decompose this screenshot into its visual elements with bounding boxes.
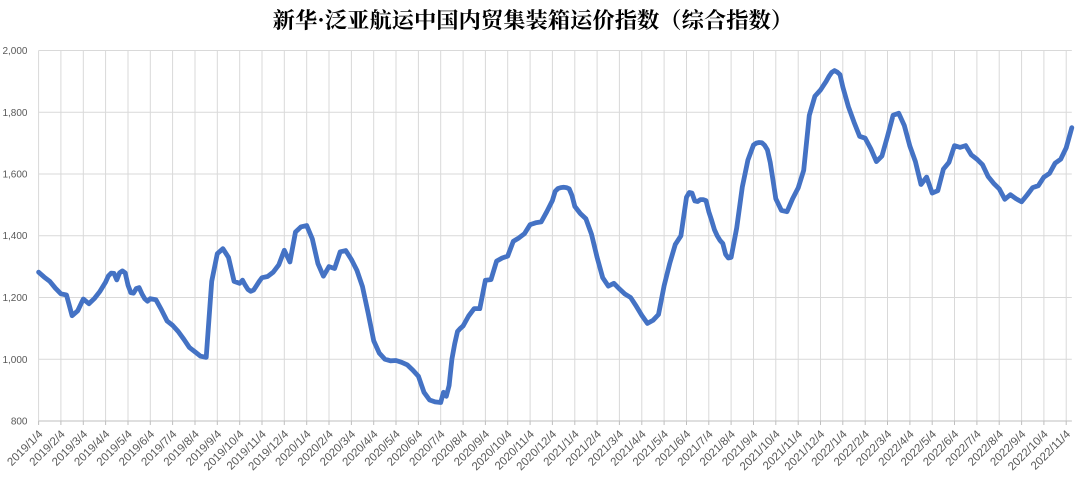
svg-text:1,800: 1,800 xyxy=(2,108,27,119)
svg-text:1,400: 1,400 xyxy=(2,231,27,242)
svg-text:2,000: 2,000 xyxy=(2,46,27,57)
svg-text:1,600: 1,600 xyxy=(2,170,27,181)
svg-text:1,000: 1,000 xyxy=(2,355,27,366)
svg-text:800: 800 xyxy=(11,417,28,428)
svg-text:1,200: 1,200 xyxy=(2,293,27,304)
